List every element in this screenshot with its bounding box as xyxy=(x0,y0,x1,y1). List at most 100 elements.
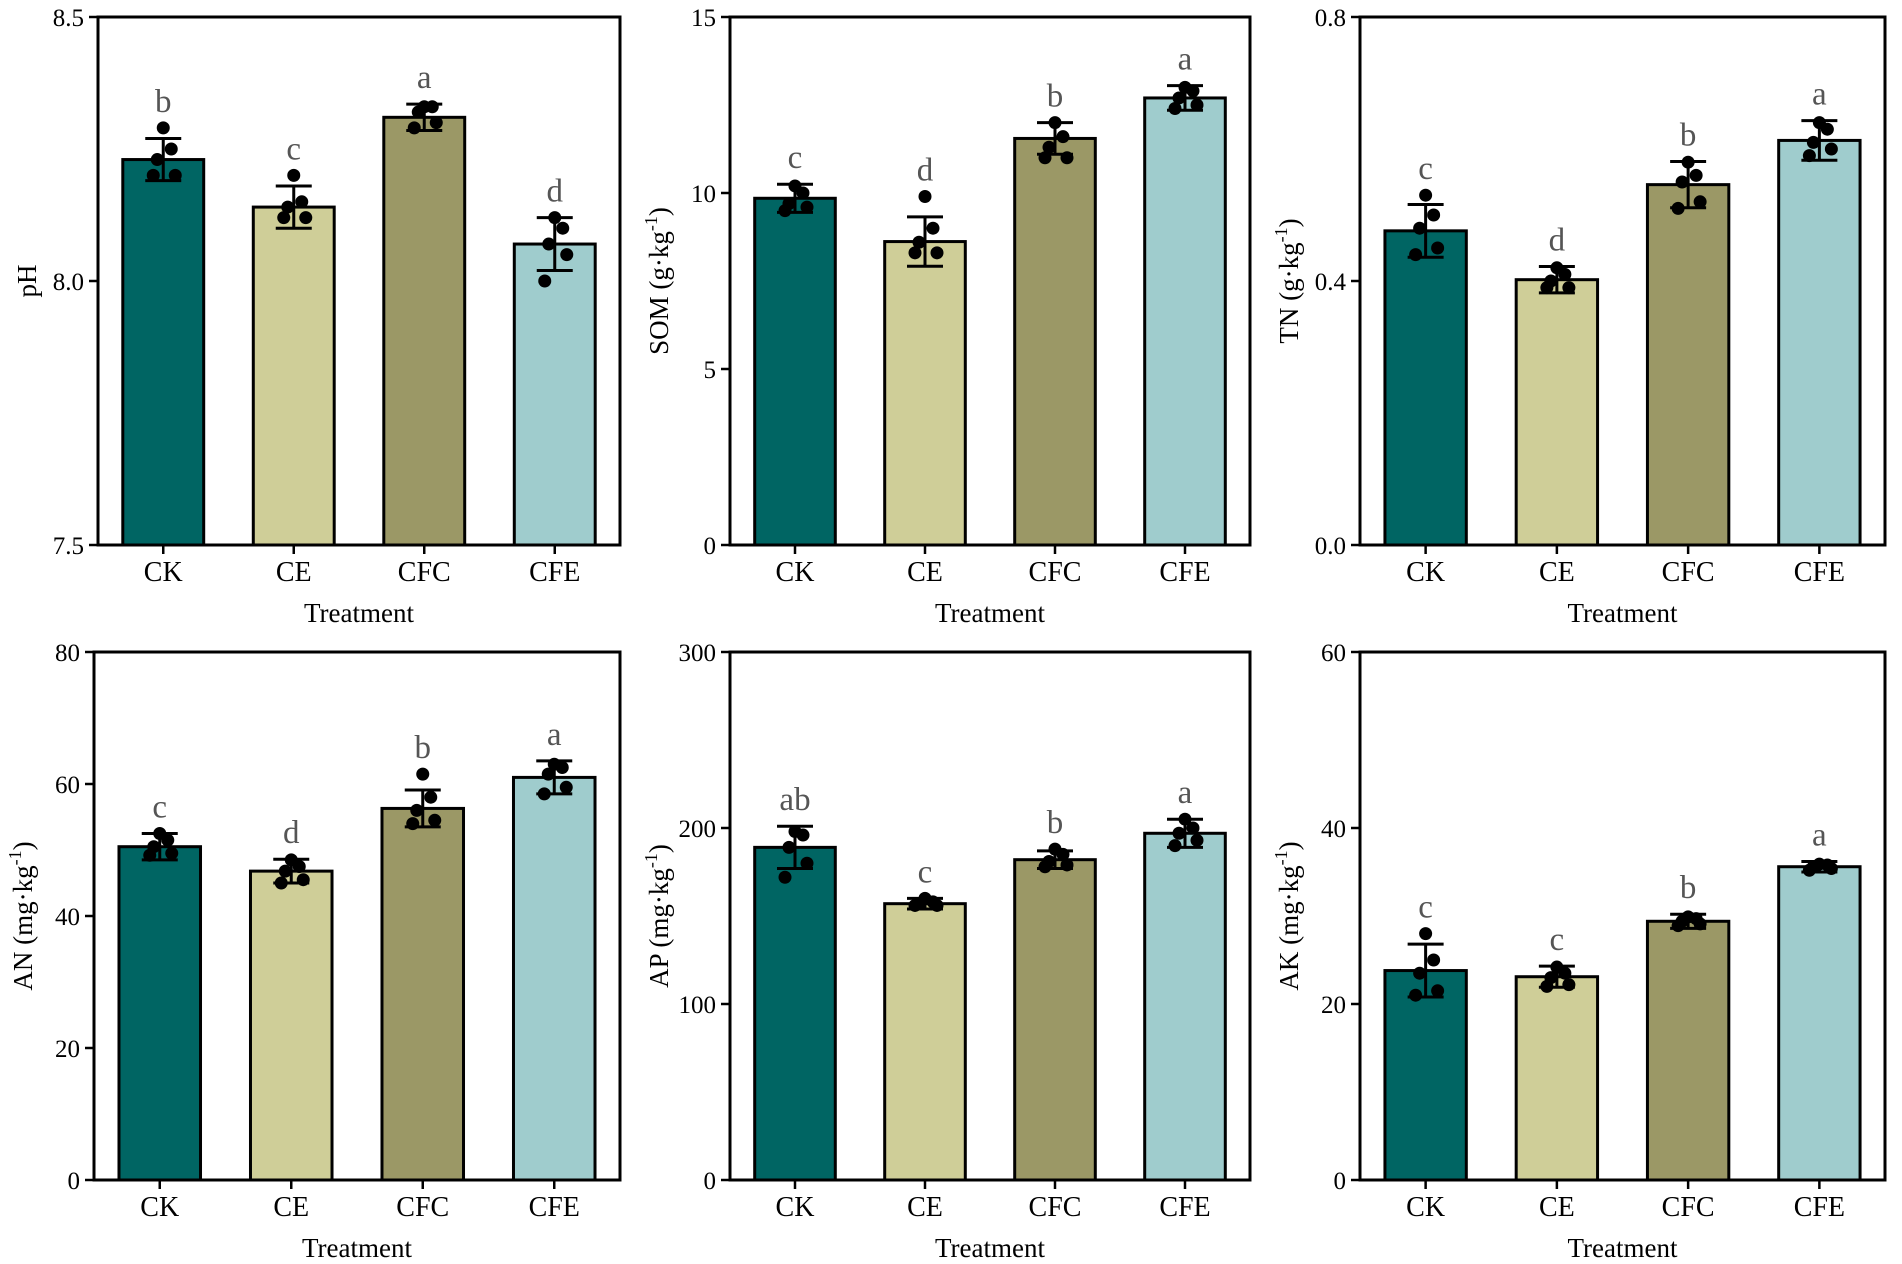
data-point-ap-ck xyxy=(778,870,792,884)
bar-som-cfc xyxy=(1013,136,1097,547)
significance-letter-som-cfe: a xyxy=(1178,42,1193,78)
x-tick-label-som-ck: CK xyxy=(776,557,815,588)
data-point-ph-ce xyxy=(277,211,291,225)
significance-letter-ak-ck: c xyxy=(1418,890,1433,926)
data-point-an-cfc xyxy=(406,817,420,831)
data-point-tn-ck xyxy=(1413,221,1427,235)
data-point-an-ce xyxy=(296,873,310,887)
y-tick-label-som: 0 xyxy=(704,533,717,560)
y-tick-label-ap: 100 xyxy=(679,992,717,1019)
data-point-ph-cfe xyxy=(560,248,574,262)
y-axis-title-ap: AP (mg·kg-1) xyxy=(641,844,674,988)
data-point-an-ce xyxy=(274,876,288,890)
data-point-som-cfc xyxy=(1060,151,1074,165)
significance-letter-ap-cfc: b xyxy=(1047,805,1064,841)
data-point-ak-ck xyxy=(1409,988,1423,1002)
x-axis-title-an: Treatment xyxy=(302,1233,412,1263)
x-axis-title-ph: Treatment xyxy=(304,598,414,628)
x-tick-label-ak-cfe: CFE xyxy=(1794,1192,1845,1223)
data-point-ph-ck xyxy=(156,121,170,135)
data-point-som-ce xyxy=(930,246,944,260)
data-point-som-cfc xyxy=(1038,151,1052,165)
x-tick-label-som-cfe: CFE xyxy=(1159,557,1210,588)
y-axis-title-an: AN (mg·kg-1) xyxy=(5,841,38,990)
data-point-ap-cfe xyxy=(1178,812,1192,826)
data-point-tn-ck xyxy=(1431,241,1445,255)
bar-ph-cfc xyxy=(382,115,467,547)
bar-ak-cfe xyxy=(1777,865,1862,1182)
data-point-tn-ck xyxy=(1409,248,1423,262)
data-point-som-cfc xyxy=(1056,130,1070,144)
y-tick-label-tn: 0.0 xyxy=(1315,533,1346,560)
plot-frame-tn xyxy=(1358,15,1887,547)
data-point-an-cfe xyxy=(559,780,573,794)
data-point-som-cfc xyxy=(1048,116,1062,130)
y-axis-title-som: SOM (g·kg-1) xyxy=(641,207,674,355)
y-tick-label-ak: 0 xyxy=(1334,1168,1347,1195)
bar-som-ck xyxy=(753,196,837,547)
data-point-ap-ck xyxy=(800,856,814,870)
significance-letter-som-ck: c xyxy=(788,140,803,176)
data-point-ak-cfe xyxy=(1824,861,1838,875)
significance-letter-tn-ck: c xyxy=(1418,151,1433,187)
data-point-ap-ce xyxy=(908,898,922,912)
significance-letter-ap-cfe: a xyxy=(1178,775,1193,811)
significance-letter-an-ce: d xyxy=(283,815,300,851)
y-axis-title-ph: pH xyxy=(12,265,42,298)
data-point-tn-cfc xyxy=(1689,168,1703,182)
y-tick-label-som: 15 xyxy=(691,5,716,32)
data-point-ph-cfc xyxy=(425,100,439,114)
data-point-ph-ce xyxy=(287,168,301,182)
data-point-tn-ce xyxy=(1562,281,1576,295)
data-point-ak-ck xyxy=(1427,953,1441,967)
x-tick-label-som-cfc: CFC xyxy=(1029,557,1082,588)
significance-letter-ak-cfc: b xyxy=(1680,870,1697,906)
data-point-som-cfc xyxy=(1042,140,1056,154)
significance-letter-ph-cfc: a xyxy=(417,60,432,96)
data-point-tn-ck xyxy=(1419,188,1433,202)
significance-letter-an-cfc: b xyxy=(415,730,432,766)
data-point-tn-ce xyxy=(1540,281,1554,295)
y-tick-label-an: 40 xyxy=(55,904,80,931)
data-point-ak-cfe xyxy=(1802,863,1816,877)
data-point-an-cfe xyxy=(537,787,551,801)
significance-letter-an-cfe: a xyxy=(547,717,562,753)
data-point-ph-cfc xyxy=(429,116,443,130)
y-tick-label-ak: 60 xyxy=(1321,640,1346,667)
x-tick-label-tn-cfc: CFC xyxy=(1662,557,1715,588)
data-point-ph-cfe xyxy=(548,211,562,225)
bar-tn-cfe xyxy=(1777,138,1862,547)
significance-letter-ap-ce: c xyxy=(918,854,933,890)
x-axis-title-tn: Treatment xyxy=(1568,598,1678,628)
data-point-tn-cfe xyxy=(1802,149,1816,163)
bar-ph-cfe xyxy=(512,242,597,547)
x-tick-label-ak-ce: CE xyxy=(1539,1192,1575,1223)
bar-som-cfe xyxy=(1143,96,1227,547)
x-tick-label-ph-ce: CE xyxy=(276,557,312,588)
y-tick-label-tn: 0.4 xyxy=(1315,269,1347,296)
data-point-som-ce xyxy=(918,190,932,204)
data-point-ap-ce xyxy=(930,898,944,912)
bar-ap-ce xyxy=(883,902,967,1182)
x-tick-label-ph-cfc: CFC xyxy=(398,557,451,588)
data-point-ph-cfc xyxy=(407,121,421,135)
y-tick-label-an: 20 xyxy=(55,1036,80,1063)
panel-ph: b CK c CE a CFC d CFE 7.5 8.0 8.5 Treatment pH xyxy=(12,5,622,628)
x-tick-label-ap-ck: CK xyxy=(776,1192,815,1223)
data-point-ak-cfc xyxy=(1693,917,1707,931)
data-point-ak-ck xyxy=(1419,927,1433,941)
x-axis-title-som: Treatment xyxy=(935,598,1045,628)
bar-ap-cfc xyxy=(1013,858,1097,1182)
significance-letter-ph-ce: c xyxy=(286,131,301,167)
data-point-ak-ck xyxy=(1413,966,1427,980)
significance-letter-ap-ck: ab xyxy=(779,782,810,818)
data-point-tn-cfe xyxy=(1806,135,1820,149)
data-point-ph-ce xyxy=(295,195,309,209)
data-point-som-cfe xyxy=(1172,91,1186,105)
data-point-an-cfe xyxy=(555,761,569,774)
data-point-an-ck xyxy=(165,846,179,860)
data-point-som-ck xyxy=(778,204,792,218)
x-tick-label-ph-cfe: CFE xyxy=(529,557,580,588)
bar-tn-cfc xyxy=(1645,183,1731,547)
data-point-an-cfe xyxy=(541,767,555,781)
